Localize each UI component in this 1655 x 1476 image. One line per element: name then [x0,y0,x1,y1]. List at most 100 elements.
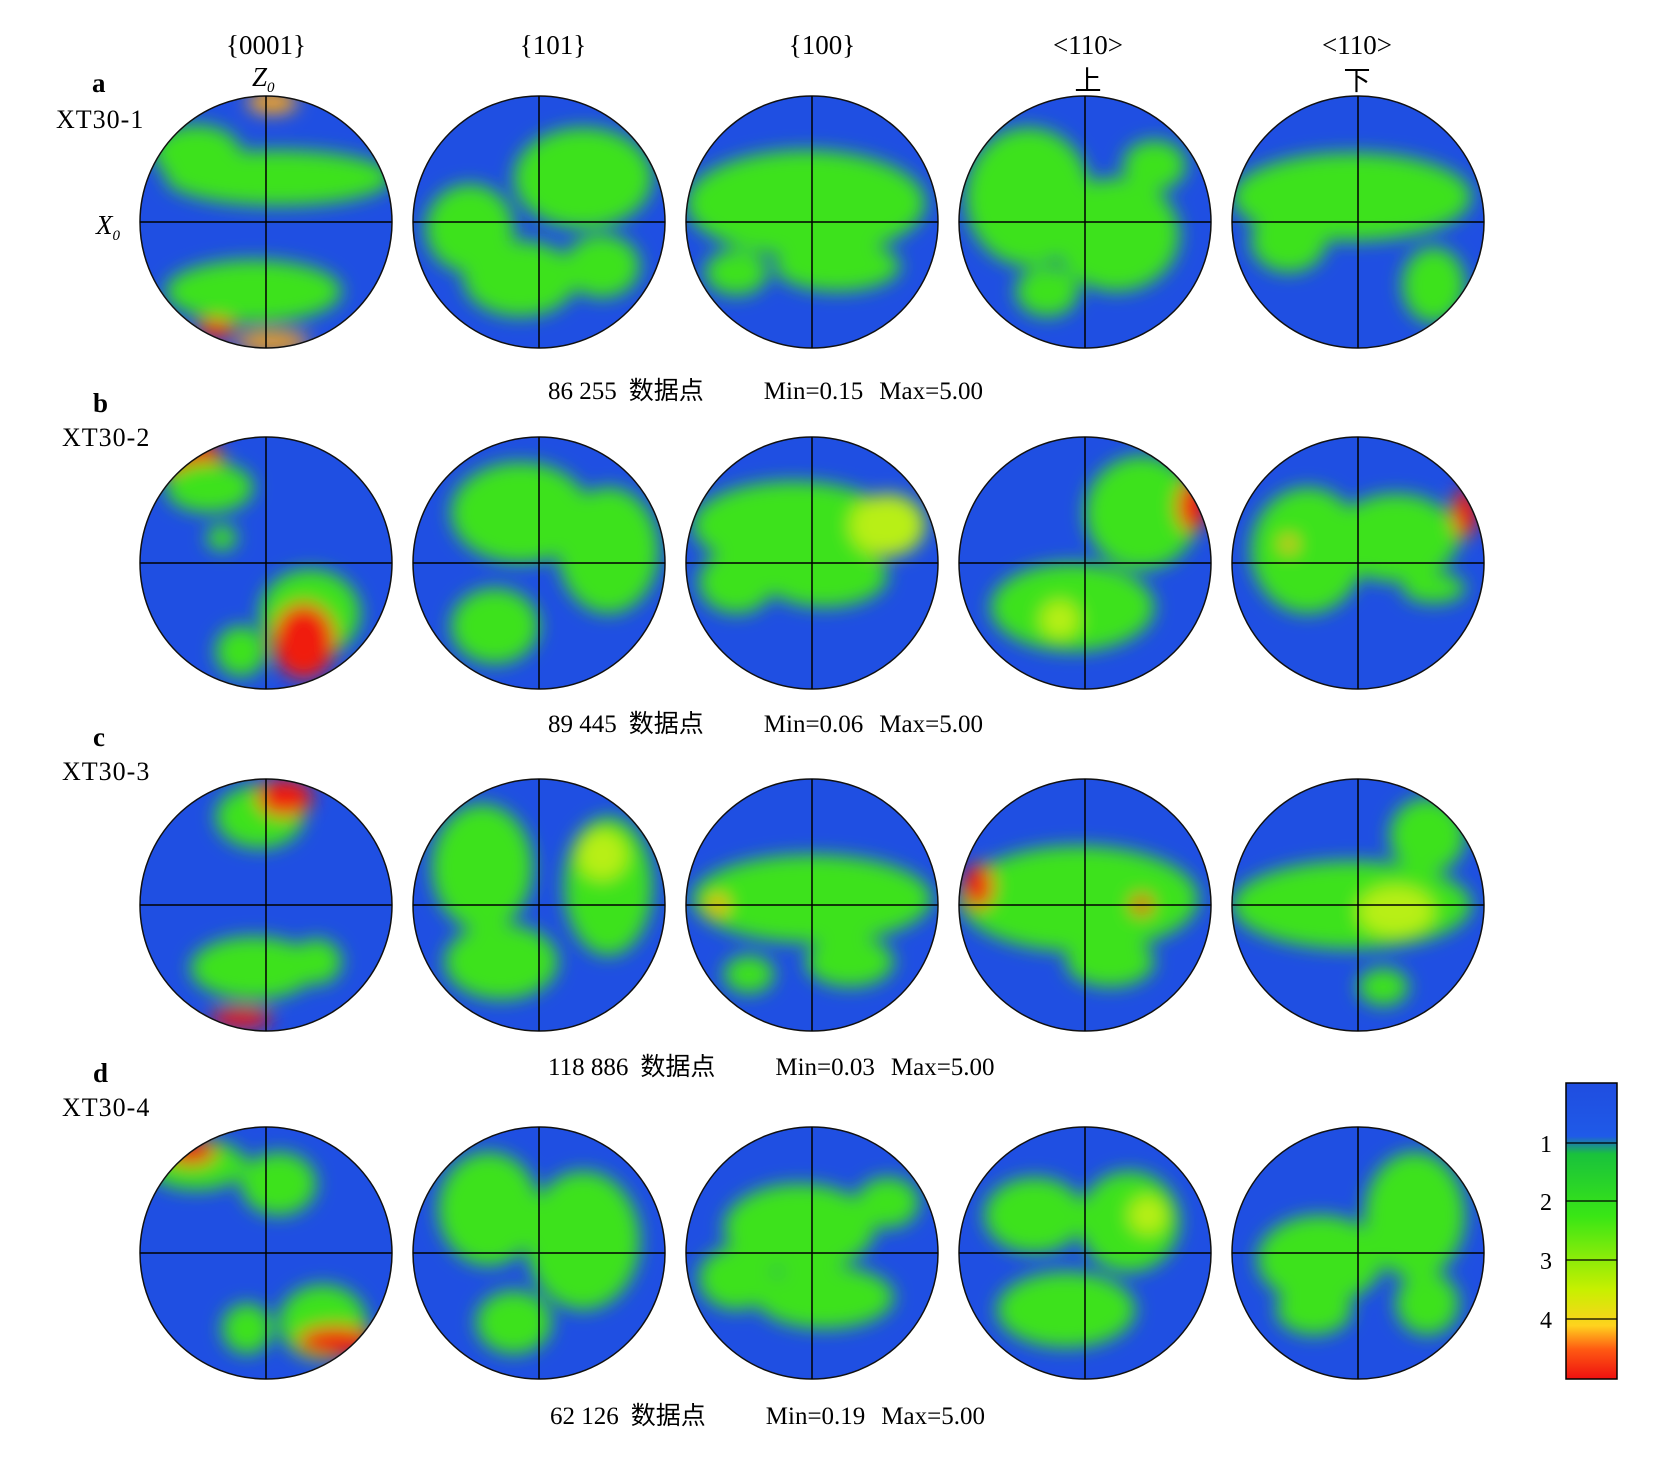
color-scale-label-1: 1 [1540,1132,1552,1158]
min-value: Min=0.15 [764,378,864,405]
max-value: Max=5.00 [879,378,983,405]
row-letter-a: a [92,68,106,98]
pole-figure-c-101 [412,778,666,1032]
sample-name-xt30-4: XT30-4 [62,1093,150,1122]
max-value: Max=5.00 [881,1403,985,1430]
density-contour [526,1171,640,1310]
color-scale-label-3: 3 [1540,1249,1552,1275]
density-contour [1358,886,1434,937]
density-contour [234,331,311,348]
density-contour [257,779,313,817]
data-point-unit: 数据点 [640,1053,715,1081]
density-contour [704,249,768,296]
density-contour [557,487,659,614]
density-contour [962,863,994,909]
axis-labels: Z0 X0 [95,62,275,244]
pole-figure-a-100 [685,95,939,349]
density-contour [1250,487,1365,614]
density-contour [240,1152,317,1216]
density-contour [1040,600,1079,639]
stats-row-c: 118 886 数据点 Min=0.03 Max=5.00 [548,1053,995,1081]
stats-row-a: 86 255 数据点 Min=0.15 Max=5.00 [548,377,983,405]
pole-figure-b-110-upper [958,436,1212,690]
pole-figure-d-0001 [139,1126,393,1380]
density-contour [1395,1271,1459,1335]
min-value: Min=0.03 [775,1054,875,1081]
max-value: Max=5.00 [879,711,983,738]
density-contour [698,550,775,614]
density-contour [1078,1171,1180,1272]
density-contour [1122,140,1186,191]
x-axis-label: X0 [95,210,121,244]
data-point-count: 86 255 [548,378,617,405]
max-value: Max=5.00 [891,1054,995,1081]
row-letter-c: c [93,722,105,752]
sample-name-xt30-3: XT30-3 [62,757,150,786]
density-contour [196,319,235,340]
density-contour [686,150,926,257]
density-contour [698,1246,775,1310]
density-contour [1250,209,1327,273]
density-contour [959,845,1199,952]
density-contour [1066,936,1155,987]
column-header-110-lower: <110> [1322,30,1392,60]
pole-figure-d-110-upper [958,1126,1212,1380]
column-subheader-lower: 下 [1344,66,1371,96]
data-point-count: 118 886 [548,1054,628,1081]
stats-lines: 86 255 数据点 Min=0.15 Max=5.00 89 445 数据点 Min=0… [548,377,995,1430]
color-scale-bar: 1 2 3 4 [1540,1082,1618,1380]
color-scale-label-4: 4 [1540,1308,1552,1334]
density-contour [1332,493,1459,582]
pole-figure-b-110-lower [1231,436,1485,690]
density-contour [755,1265,894,1329]
pole-figure-b-100 [685,436,939,690]
density-contour [856,1177,920,1228]
density-contour [215,626,266,677]
density-contour [984,1177,1085,1253]
pole-figure-c-110-upper [958,778,1212,1032]
density-contour [1402,573,1466,604]
pole-figure-a-110-upper [958,95,1212,349]
min-value: Min=0.19 [766,1403,866,1430]
density-contour [1281,536,1297,552]
density-contour [476,1290,552,1354]
density-contour [564,234,640,298]
density-contour [221,1303,273,1354]
density-contour [576,829,628,880]
column-header-100: {100} [789,30,855,60]
density-contour [450,588,539,664]
stats-row-d: 62 126 数据点 Min=0.19 Max=5.00 [550,1402,985,1430]
density-contour [774,240,901,292]
density-contour [1358,968,1409,1006]
density-contour [190,936,317,1000]
density-contour [165,150,392,206]
density-contour [761,544,888,608]
pole-figure-c-0001 [139,778,393,1032]
density-contour [272,603,336,679]
row-labels: a XT30-1 b XT30-2 c XT30-3 d XT30-4 [56,68,150,1122]
density-contour [291,939,342,985]
density-contour [996,1271,1136,1348]
column-header-0001: {0001} [226,30,306,60]
pole-figure-d-110-lower [1231,1126,1485,1380]
density-contour [1276,1284,1352,1335]
density-contour [723,955,775,994]
column-headers: {0001} {101} {100} <110> 上 <110> 下 [226,30,1392,96]
density-contour [209,1008,273,1029]
row-letter-d: d [93,1058,108,1088]
color-scale-label-2: 2 [1540,1190,1552,1216]
row-letter-b: b [93,388,108,418]
density-contour [805,936,894,987]
pole-figure-a-110-lower [1231,95,1485,349]
pole-figure-d-100 [685,1126,939,1380]
data-point-count: 62 126 [550,1403,619,1430]
sample-name-xt30-2: XT30-2 [62,423,150,452]
column-header-101: {101} [520,30,586,60]
pole-figure-d-101 [412,1126,666,1380]
density-contour [297,1326,374,1357]
pole-figure-a-101 [412,95,666,349]
stats-row-b: 89 445 数据点 Min=0.06 Max=5.00 [548,710,983,738]
density-contour [1364,1152,1466,1279]
data-point-unit: 数据点 [629,377,704,405]
